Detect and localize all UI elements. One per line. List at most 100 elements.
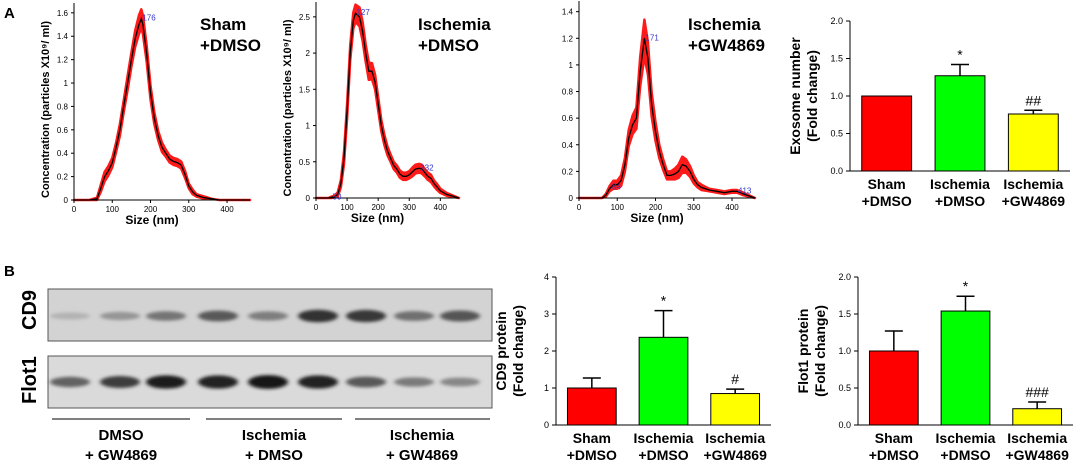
y-tick-label: 1 — [544, 383, 549, 393]
bar-chart-cd9-protein: Sham +DMSO * Ischemia +DMSO # Ischemia +GW4869 0… — [493, 272, 771, 463]
peak-label: 127 — [356, 8, 370, 17]
x-tick-label: 200 — [649, 203, 663, 212]
peak-label: 413 — [738, 186, 752, 195]
y-tick-label: 0.6 — [562, 114, 574, 123]
panel-label-b: B — [4, 263, 15, 280]
y-axis-label: Concentration (particles X10⁹/ ml) — [282, 19, 294, 196]
x-tick-label: 200 — [144, 205, 158, 214]
y-tick-label: 0.4 — [57, 149, 69, 158]
y-tick-label: 1.5 — [830, 54, 843, 64]
blot-band — [248, 311, 288, 321]
group-label-2-line1: Ischemia — [242, 427, 307, 444]
significance-marker: * — [963, 278, 969, 294]
y-tick-label: 1.0 — [830, 91, 843, 101]
blot-band — [100, 311, 140, 321]
significance-marker: ## — [1026, 92, 1042, 108]
y-tick-label: 0.8 — [57, 102, 69, 111]
bar — [710, 393, 761, 426]
peak-label: 176 — [142, 14, 156, 23]
x-tick-label: 300 — [182, 205, 196, 214]
bar — [1012, 408, 1063, 426]
mean-line — [316, 12, 460, 199]
peak-label: 50 — [333, 192, 342, 201]
blot-band — [146, 311, 186, 321]
blot-band — [394, 377, 434, 387]
x-tick-label: 100 — [611, 203, 625, 212]
y-tick-label: 0 — [569, 194, 574, 203]
flot1-row-label: Flot1 — [19, 356, 41, 404]
panel-label-a: A — [4, 5, 15, 22]
group-label-3-line1: Ischemia — [390, 427, 455, 444]
y-tick-label: 2.0 — [838, 272, 851, 282]
x-tick-label: 400 — [220, 205, 234, 214]
y-tick-label: 0 — [306, 194, 311, 203]
significance-marker: * — [957, 47, 963, 63]
y-tick-label: 0.2 — [57, 173, 69, 182]
category-label: Ischemia +GW4869 — [1002, 176, 1066, 209]
group-label-1-line1: DMSO — [99, 427, 144, 444]
x-tick-label: 0 — [72, 205, 77, 214]
y-tick-label: 2 — [544, 346, 549, 356]
y-tick-label: 0.0 — [830, 166, 843, 176]
y-tick-label: 0.5 — [830, 129, 843, 139]
blot-band — [394, 311, 434, 321]
x-tick-label: 400 — [725, 203, 739, 212]
blot-band — [298, 309, 338, 323]
blot-band — [440, 377, 480, 387]
bar-chart-flot1-protein: Sham +DMSO * Ischemia +DMSO ### Ischemia +GW486… — [795, 272, 1073, 463]
significance-marker: ### — [1025, 384, 1049, 400]
group-label-3-line2: + GW4869 — [386, 447, 458, 464]
x-axis-label: Size (nm) — [351, 211, 404, 225]
y-tick-label: 3 — [544, 309, 549, 319]
peak-label: 84 — [612, 182, 621, 191]
x-tick-label: 0 — [314, 203, 319, 212]
y-axis-label: Flot1 protein(Fold change) — [795, 305, 828, 397]
y-tick-label: 0.4 — [562, 141, 574, 150]
category-label: Ischemia +GW4869 — [703, 430, 767, 463]
y-tick-label: 0.5 — [838, 383, 851, 393]
group-label-2-line2: + DMSO — [245, 447, 303, 464]
y-tick-label: 2.5 — [299, 13, 311, 22]
blot-band — [248, 375, 288, 389]
x-tick-label: 400 — [434, 203, 448, 212]
y-tick-label: 1.4 — [562, 8, 574, 17]
y-tick-label: 0 — [544, 420, 549, 430]
y-axis-label: CD9 protein(Fold change) — [493, 305, 526, 397]
chart-title: Ischemia +GW4869 — [688, 15, 765, 55]
bar — [1007, 113, 1059, 172]
bar — [934, 75, 986, 172]
bar — [566, 387, 617, 426]
nta-plot-sham-dmso: 0 100 200 300 400 0 0.2 0.4 0.6 0.8 1 1.2 1.4 1.6 176 S… — [40, 3, 261, 227]
y-axis-label: Exosome number(Fold change) — [787, 37, 820, 155]
category-label: Sham +DMSO — [869, 430, 919, 463]
y-axis-label: Concentration (particles X10⁹/ ml) — [40, 21, 52, 198]
bar — [940, 310, 991, 426]
peak-label: 332 — [420, 163, 434, 172]
x-tick-label: 300 — [403, 203, 417, 212]
x-axis-label: Size (nm) — [125, 213, 178, 227]
y-tick-label: 1.4 — [57, 32, 69, 41]
blot-band — [50, 312, 90, 320]
chart-title: Ischemia +DMSO — [418, 15, 491, 55]
blot-band — [346, 376, 386, 388]
category-label: Sham +DMSO — [567, 430, 617, 463]
chart-title: Sham +DMSO — [200, 15, 261, 55]
category-label: Ischemia +DMSO — [936, 430, 996, 463]
significance-marker: # — [731, 371, 739, 387]
category-label: Sham +DMSO — [862, 176, 912, 209]
category-label: Ischemia +DMSO — [634, 430, 694, 463]
mean-line — [579, 38, 756, 199]
x-tick-label: 200 — [371, 203, 385, 212]
y-tick-label: 1.5 — [838, 309, 851, 319]
y-tick-label: 1.2 — [562, 34, 574, 43]
y-tick-label: 1 — [569, 61, 574, 70]
blot-band — [100, 376, 140, 388]
bar — [638, 336, 689, 426]
nta-plot-ischemia-dmso: 0 100 200 300 400 0 0.5 1 1.5 2 2.5 127 332 50 Size (n… — [282, 2, 491, 225]
blot-band — [198, 310, 238, 322]
x-tick-label: 100 — [340, 203, 354, 212]
y-tick-label: 1 — [64, 79, 69, 88]
category-label: Ischemia +GW4869 — [1005, 430, 1069, 463]
peak-label: 171 — [645, 33, 659, 42]
y-tick-label: 0.0 — [838, 420, 851, 430]
